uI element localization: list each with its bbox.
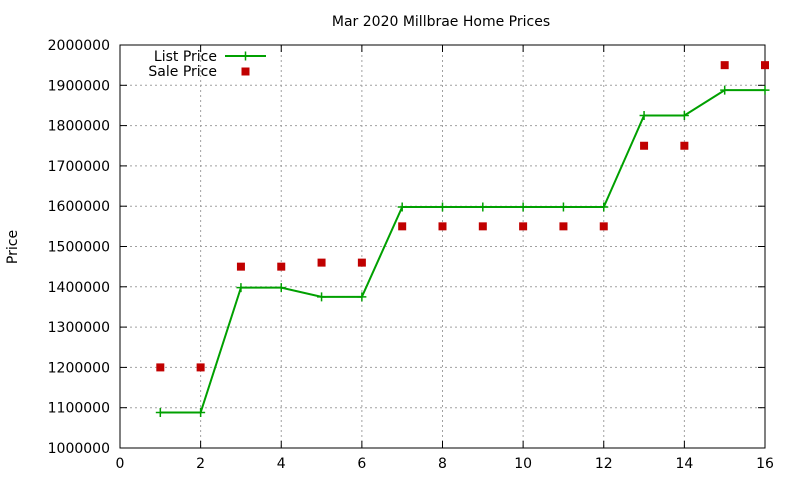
y-tick-label: 1600000 [48,199,110,215]
y-tick-label: 1000000 [48,441,110,457]
data-point-list-price [478,202,488,212]
data-point-list-price [599,202,609,212]
data-point-list-price [760,85,770,95]
x-tick-label: 0 [116,456,125,472]
y-tick-label: 2000000 [48,38,110,54]
data-point-sale-price [559,222,568,231]
data-point-sale-price [761,61,769,70]
data-point-list-price [236,283,246,293]
legend-label-sale-price: Sale Price [148,64,217,80]
chart-title: Mar 2020 Millbrae Home Prices [332,14,550,30]
x-tick-label: 12 [595,456,613,472]
y-tick-label: 1500000 [48,240,110,256]
data-point-sale-price [478,222,487,231]
grid-layer [120,45,765,448]
y-tick-label: 1400000 [48,280,110,296]
data-point-sale-price [640,141,649,150]
y-tick-label: 1100000 [48,401,110,417]
y-axis-label: Price [5,230,21,264]
x-tick-label: 16 [756,456,774,472]
legend-square-marker-sale-price [241,67,250,76]
data-point-list-price [558,202,568,212]
y-tick-label: 1700000 [48,159,110,175]
data-point-list-price [196,408,206,418]
data-point-list-price [397,202,407,212]
x-tick-label: 4 [277,456,286,472]
data-point-sale-price [357,258,366,267]
data-point-list-price [317,292,327,302]
y-tick-label: 1200000 [48,360,110,376]
data-point-sale-price [156,363,165,372]
data-point-list-price [679,111,689,121]
data-point-sale-price [519,222,528,231]
x-tick-label: 6 [357,456,366,472]
data-point-list-price [155,408,165,418]
data-point-list-price [276,283,286,293]
data-point-sale-price [680,141,689,150]
y-tick-label: 1900000 [48,78,110,94]
x-tick-label: 10 [514,456,532,472]
data-point-sale-price [398,222,407,231]
x-tick-label: 8 [438,456,447,472]
x-tick-label: 2 [196,456,205,472]
data-point-sale-price [720,61,729,70]
data-point-list-price [639,111,649,121]
data-point-sale-price [196,363,205,372]
series-layer [155,61,770,418]
legend-label-list-price: List Price [154,49,217,65]
legend: List Price Sale Price [148,49,266,80]
data-point-list-price [357,292,367,302]
y-tick-label: 1300000 [48,320,110,336]
data-point-list-price [720,85,730,95]
data-point-sale-price [277,262,286,271]
data-point-sale-price [599,222,608,231]
y-tick-label: 1800000 [48,119,110,135]
data-point-list-price [438,202,447,212]
tick-layer: 0 2 4 6 8 10 12 14 16 1000000 1100000 1200000 130000… [48,38,774,472]
data-point-list-price [518,202,528,212]
data-point-sale-price [236,262,245,271]
series-line-list-price [160,89,765,414]
legend-plus-marker-list-price [241,51,250,61]
data-point-sale-price [438,222,447,231]
data-point-sale-price [317,258,326,267]
x-tick-label: 14 [675,456,693,472]
